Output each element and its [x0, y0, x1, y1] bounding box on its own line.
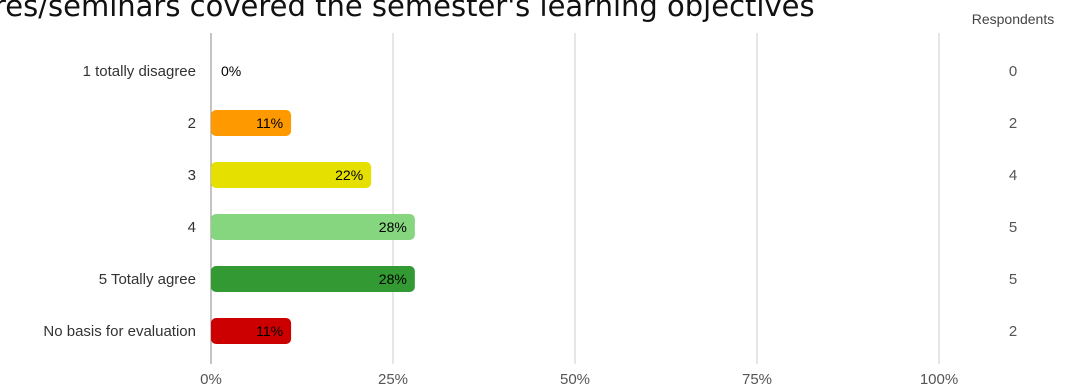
gridlines — [210, 33, 940, 364]
data-label: 11% — [256, 115, 283, 131]
category-label: 5 Totally agree — [99, 271, 196, 288]
x-tick-label: 0% — [200, 371, 222, 388]
bar — [211, 162, 372, 188]
bar — [211, 214, 415, 240]
data-label: 28% — [379, 219, 407, 235]
data-label: 0% — [221, 63, 241, 79]
x-tick-label: 50% — [560, 371, 590, 388]
chart-title: res/seminars covered the semester's lear… — [0, 0, 815, 23]
bars — [211, 110, 415, 344]
respondent-count: 0 — [1009, 63, 1017, 80]
data-label: 11% — [256, 323, 283, 339]
x-tick-label: 100% — [920, 371, 958, 388]
category-label: 1 totally disagree — [83, 63, 196, 80]
respondent-count: 5 — [1009, 271, 1017, 288]
respondent-count: 4 — [1009, 167, 1017, 184]
respondent-count: 2 — [1009, 323, 1017, 340]
labels: 0% 25% 50% 75% 100% 1 totally disagree 0% 0 2 11%… — [43, 63, 1017, 388]
category-label: 2 — [188, 115, 196, 132]
respondents-header: Respondents — [972, 11, 1055, 27]
category-label: 3 — [188, 167, 196, 184]
category-label: No basis for evaluation — [43, 323, 196, 340]
respondent-count: 5 — [1009, 219, 1017, 236]
bar — [211, 318, 292, 344]
x-tick-label: 25% — [378, 371, 408, 388]
data-label: 28% — [379, 271, 407, 287]
category-label: 4 — [188, 219, 196, 236]
respondent-count: 2 — [1009, 115, 1017, 132]
data-label: 22% — [335, 167, 363, 183]
bar — [211, 110, 292, 136]
bar — [211, 266, 415, 292]
x-tick-label: 75% — [742, 371, 772, 388]
